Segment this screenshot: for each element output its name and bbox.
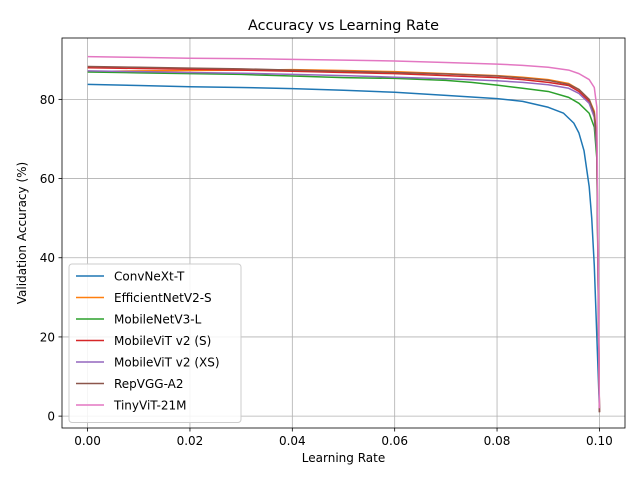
series-line-convnext-t: [87, 83, 601, 409]
x-tick-label: 0.10: [586, 434, 613, 448]
x-axis-label: Learning Rate: [302, 451, 385, 465]
legend-box: [68, 263, 242, 423]
legend-label: MobileViT v2 (XS): [114, 355, 220, 369]
series-line-tinyvit-21m: [87, 55, 601, 409]
series-layer: [87, 55, 601, 413]
legend-label: MobileViT v2 (S): [114, 334, 211, 348]
legend-label: TinyViT-21M: [113, 398, 186, 412]
legend-label: ConvNeXt-T: [114, 269, 185, 283]
legend: ConvNeXt-T EfficientNetV2-S MobileNetV3-L M…: [68, 263, 242, 423]
x-axis-ticks: 0.00 0.02 0.04 0.06 0.08 0.10: [74, 428, 613, 448]
x-tick-label: 0.04: [279, 434, 306, 448]
x-tick-label: 0.02: [177, 434, 204, 448]
y-tick-label: 60: [40, 172, 55, 186]
series-line-mobilenetv3-l: [87, 71, 601, 413]
y-tick-label: 80: [40, 93, 55, 107]
y-axis-ticks: 0 20 40 60 80: [40, 93, 62, 424]
x-tick-label: 0.00: [74, 434, 101, 448]
y-tick-label: 40: [40, 251, 55, 265]
legend-label: EfficientNetV2-S: [114, 291, 212, 305]
series-line-repvgg-a2: [87, 65, 601, 413]
chart-title: Accuracy vs Learning Rate: [248, 18, 439, 34]
y-tick-label: 0: [47, 410, 55, 424]
series-line-mobilevit-v2-xs: [87, 70, 601, 413]
y-axis-label: Validation Accuracy (%): [15, 162, 29, 304]
legend-label: RepVGG-A2: [114, 377, 184, 391]
y-tick-label: 20: [40, 330, 55, 344]
legend-label: MobileNetV3-L: [114, 312, 202, 326]
x-tick-label: 0.08: [484, 434, 511, 448]
x-tick-label: 0.06: [381, 434, 408, 448]
axes-frame: [61, 37, 626, 429]
